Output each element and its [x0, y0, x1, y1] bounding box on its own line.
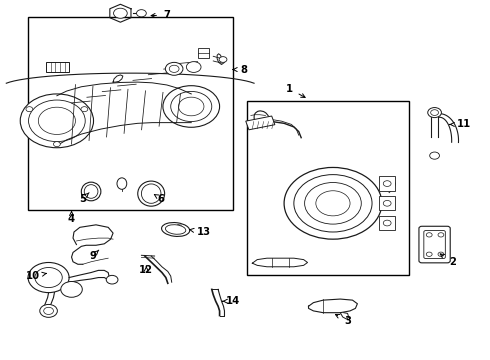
Circle shape [428, 108, 441, 118]
Ellipse shape [84, 185, 98, 198]
Bar [198, 48, 209, 58]
Circle shape [26, 107, 33, 112]
Text: 13: 13 [190, 227, 211, 237]
Text: 4: 4 [68, 211, 75, 224]
Circle shape [316, 191, 350, 216]
Circle shape [438, 252, 444, 256]
Ellipse shape [254, 111, 269, 126]
Circle shape [38, 107, 75, 134]
Circle shape [137, 10, 147, 17]
Circle shape [305, 183, 361, 224]
Circle shape [186, 62, 201, 72]
Ellipse shape [138, 181, 165, 206]
Ellipse shape [166, 225, 186, 234]
Bar [246, 116, 275, 130]
Circle shape [28, 100, 85, 141]
Circle shape [20, 94, 94, 148]
Circle shape [438, 233, 444, 237]
Bar [379, 176, 395, 191]
Circle shape [219, 57, 227, 62]
Text: 14: 14 [223, 296, 240, 306]
Circle shape [171, 91, 212, 122]
Text: 11: 11 [450, 120, 471, 129]
Ellipse shape [162, 222, 190, 237]
Circle shape [426, 252, 432, 256]
Bar [46, 62, 69, 72]
FancyBboxPatch shape [424, 230, 445, 258]
Circle shape [430, 152, 440, 159]
Circle shape [53, 141, 60, 147]
Circle shape [284, 167, 382, 239]
Circle shape [35, 267, 62, 288]
Circle shape [28, 262, 69, 293]
Text: 1: 1 [285, 84, 305, 98]
Text: 10: 10 [25, 271, 47, 281]
Circle shape [426, 233, 432, 237]
Circle shape [61, 282, 82, 297]
Text: 6: 6 [154, 194, 165, 204]
Circle shape [383, 220, 391, 226]
Text: 12: 12 [139, 265, 153, 275]
Circle shape [40, 305, 57, 318]
Circle shape [106, 275, 118, 284]
Bar [379, 216, 395, 230]
Circle shape [114, 8, 127, 18]
Text: 8: 8 [233, 64, 247, 75]
Bar [27, 17, 233, 211]
Bar [379, 196, 395, 211]
Ellipse shape [117, 178, 127, 189]
Text: 9: 9 [89, 250, 99, 261]
Circle shape [294, 175, 372, 232]
FancyBboxPatch shape [419, 226, 450, 263]
Circle shape [178, 97, 204, 116]
Text: 7: 7 [151, 10, 170, 20]
Circle shape [169, 65, 179, 72]
Circle shape [163, 86, 220, 127]
Ellipse shape [81, 182, 101, 201]
Text: 2: 2 [440, 254, 456, 267]
Circle shape [44, 307, 53, 315]
Text: 5: 5 [79, 193, 89, 204]
Circle shape [383, 181, 391, 186]
Circle shape [165, 62, 183, 75]
Circle shape [431, 110, 439, 116]
Ellipse shape [142, 184, 161, 203]
Circle shape [81, 107, 88, 112]
Circle shape [383, 201, 391, 206]
Bar [247, 101, 409, 275]
Text: 3: 3 [336, 314, 351, 325]
